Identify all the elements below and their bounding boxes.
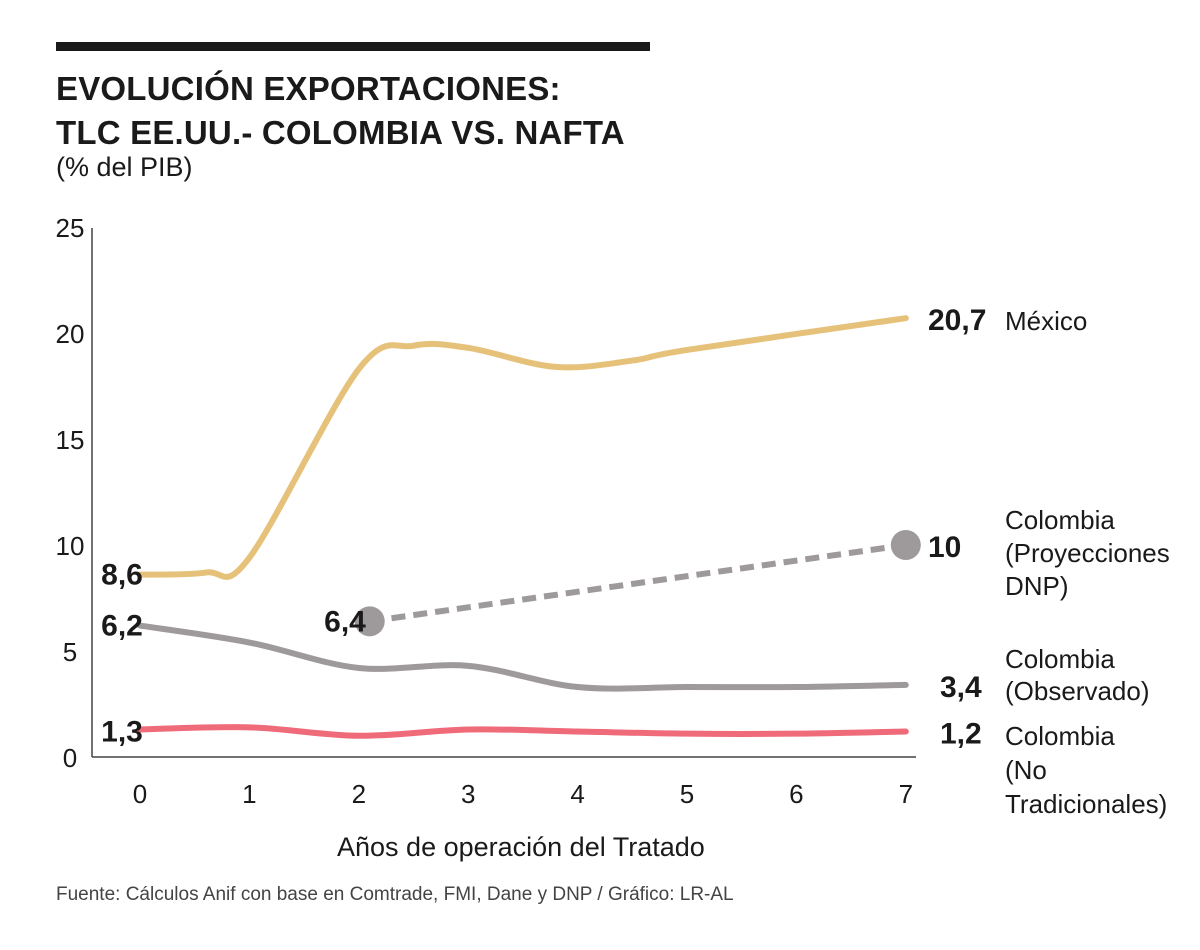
y-tick-label: 0 xyxy=(63,743,77,773)
x-tick-label: 1 xyxy=(242,779,256,809)
x-tick-label: 0 xyxy=(133,779,147,809)
value-label-colombia_obs-start: 6,2 xyxy=(101,610,143,643)
value-label-colombia_notrad-end: 1,2 xyxy=(940,718,982,751)
chart-subtitle: (% del PIB) xyxy=(56,152,193,182)
y-tick-label: 15 xyxy=(56,425,85,455)
series-name-colombia_notrad: Tradicionales) xyxy=(1005,789,1167,819)
chart-labels: 8,620,7 México6,410Colombia(ProyeccionesD… xyxy=(101,304,1170,819)
series-name-colombia_proy: DNP) xyxy=(1005,571,1069,601)
value-label-mexico-start: 8,6 xyxy=(101,559,143,592)
x-tick-label: 3 xyxy=(461,779,475,809)
x-tick-label: 5 xyxy=(680,779,694,809)
x-tick-label: 7 xyxy=(899,779,913,809)
chart-title-line-2: TLC EE.UU.- COLOMBIA VS. NAFTA xyxy=(56,114,625,151)
value-label-colombia_notrad-start: 1,3 xyxy=(101,715,143,748)
x-tick-label: 2 xyxy=(352,779,366,809)
y-tick-label: 20 xyxy=(56,319,85,349)
source-note: Fuente: Cálculos Anif con base en Comtra… xyxy=(56,884,734,905)
series-line-colombia_proy xyxy=(369,542,907,625)
series-line-mexico xyxy=(137,315,909,580)
value-label-colombia_proy-end: 10 xyxy=(928,531,961,564)
series-name-colombia_notrad: (No xyxy=(1005,755,1047,785)
y-tick-label: 10 xyxy=(56,531,85,561)
y-tick-label: 5 xyxy=(63,637,77,667)
x-tick-label: 4 xyxy=(570,779,584,809)
chart-series xyxy=(137,315,921,739)
series-name-colombia_notrad: Colombia xyxy=(1005,721,1115,751)
chart-axes: 0 5 10 15 20 25 0 1 2 3 4 5 6 7 Años de operación del … xyxy=(56,213,916,862)
series-line-colombia_obs xyxy=(137,622,909,692)
series-name-mexico: México xyxy=(1005,306,1087,336)
series-name-colombia_proy: (Proyecciones xyxy=(1005,538,1170,568)
series-name-colombia_obs: (Observado) xyxy=(1005,676,1150,706)
data-point-colombia_proy-end xyxy=(890,530,921,560)
series-name-colombia_proy: Colombia xyxy=(1005,505,1115,535)
chart-title-line-1: EVOLUCIÓN EXPORTACIONES: xyxy=(56,70,561,107)
x-tick-label: 6 xyxy=(789,779,803,809)
value-label-colombia_obs-end: 3,4 xyxy=(940,671,982,704)
x-axis-title: Años de operación del Tratado xyxy=(337,832,705,862)
y-tick-label: 25 xyxy=(56,213,85,243)
value-label-colombia_proy-start: 6,4 xyxy=(324,605,366,638)
title-rule xyxy=(56,42,650,51)
value-label-mexico-end: 20,7 xyxy=(928,304,986,337)
data-point-colombia_proy-start xyxy=(354,606,385,637)
series-name-colombia_obs: Colombia xyxy=(1005,644,1115,674)
series-line-colombia_notrad xyxy=(137,724,909,739)
